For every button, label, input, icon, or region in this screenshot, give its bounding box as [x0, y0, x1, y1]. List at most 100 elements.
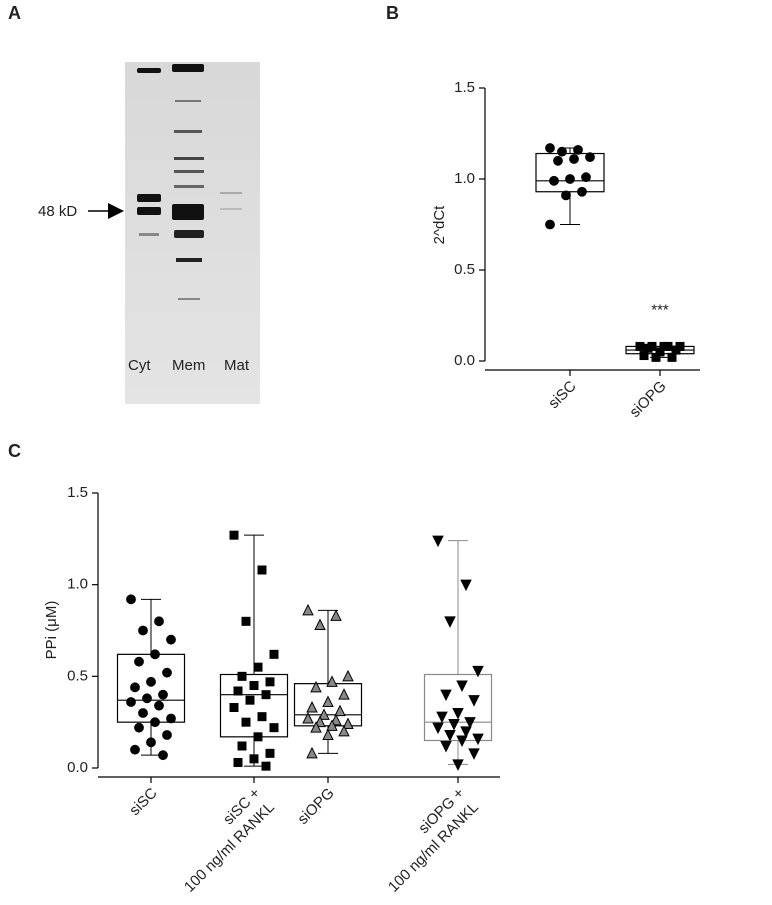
- x-tick-label: siSC +100 ng/ml RANKL: [167, 784, 278, 895]
- point: [436, 711, 448, 724]
- point: [549, 175, 559, 186]
- point: [249, 754, 259, 764]
- point: [237, 671, 247, 681]
- point: [249, 681, 259, 690]
- point: [302, 603, 314, 616]
- lane-label: Cyt: [128, 357, 151, 374]
- point: [342, 669, 354, 682]
- point: [306, 746, 318, 759]
- point: [154, 616, 164, 627]
- point: [130, 744, 140, 755]
- point: [655, 347, 665, 357]
- point: [229, 703, 239, 712]
- point: [432, 535, 444, 548]
- x-tick-label-line: siOPG: [294, 785, 337, 828]
- point: [456, 680, 468, 693]
- point: [306, 700, 318, 713]
- point: [671, 345, 681, 355]
- point: [245, 695, 255, 705]
- point: [573, 144, 583, 155]
- box: [116, 653, 186, 723]
- x-tick-label: siSC: [126, 784, 161, 819]
- point: [138, 625, 148, 636]
- x-tick-label: siSC: [545, 377, 580, 412]
- point: [253, 662, 263, 672]
- y-tick-label: 0.0: [454, 352, 475, 369]
- y-axis-label: 2^dCt: [431, 205, 448, 245]
- point: [581, 172, 591, 183]
- point: [158, 689, 168, 700]
- point: [233, 758, 243, 767]
- point: [569, 154, 579, 164]
- point: [134, 722, 144, 733]
- significance: ***: [651, 301, 669, 318]
- point: [468, 748, 480, 760]
- point: [639, 351, 649, 361]
- y-tick-label: 0.5: [67, 667, 88, 684]
- point: [241, 616, 251, 626]
- y-tick-label: 0.0: [67, 759, 88, 776]
- point: [146, 737, 156, 748]
- point: [464, 717, 476, 729]
- panel-label: A: [8, 3, 21, 23]
- point: [138, 708, 148, 718]
- point: [229, 530, 239, 540]
- point: [444, 616, 456, 628]
- point: [326, 675, 338, 687]
- box: [535, 152, 605, 193]
- point: [338, 688, 350, 700]
- point: [338, 724, 350, 737]
- western-blot: Cyt Mem Mat: [125, 62, 260, 404]
- point: [265, 748, 275, 758]
- point: [154, 700, 164, 711]
- point: [166, 713, 176, 724]
- point: [302, 711, 314, 724]
- point: [130, 682, 140, 693]
- point: [545, 143, 555, 153]
- point: [585, 152, 595, 163]
- panel-label: B: [386, 3, 399, 23]
- y-tick-label: 1.5: [454, 79, 475, 96]
- point: [269, 649, 279, 659]
- point: [265, 677, 275, 687]
- arrow-head: [108, 203, 124, 219]
- point: [472, 665, 484, 678]
- point: [472, 733, 484, 746]
- point: [146, 676, 156, 687]
- point: [440, 689, 452, 702]
- point: [166, 634, 176, 645]
- y-tick-label: 0.5: [454, 261, 475, 278]
- panel-label: C: [8, 441, 21, 461]
- point: [452, 708, 464, 720]
- point: [456, 735, 468, 748]
- point: [233, 686, 243, 696]
- point: [643, 343, 653, 353]
- y-axis-label: PPi (μM): [43, 601, 60, 660]
- point: [150, 649, 160, 660]
- lane-label: Mem: [172, 357, 205, 374]
- point: [314, 715, 326, 728]
- point: [334, 704, 346, 717]
- box: [423, 673, 493, 742]
- x-tick-label-line: siSC: [545, 377, 580, 412]
- point: [565, 174, 575, 184]
- point: [557, 146, 567, 157]
- point: [261, 761, 271, 771]
- point: [162, 667, 172, 678]
- point: [318, 708, 330, 720]
- point: [561, 190, 571, 201]
- point: [237, 741, 247, 751]
- point: [158, 750, 168, 761]
- lane-label: Mat: [224, 357, 250, 374]
- point: [257, 565, 267, 575]
- point: [342, 717, 354, 729]
- point: [545, 219, 555, 230]
- point: [330, 713, 342, 726]
- marker-label: 48 kD: [38, 203, 77, 220]
- point: [310, 721, 322, 733]
- point: [659, 341, 669, 351]
- point: [253, 732, 263, 742]
- point: [134, 656, 144, 667]
- point: [444, 730, 456, 742]
